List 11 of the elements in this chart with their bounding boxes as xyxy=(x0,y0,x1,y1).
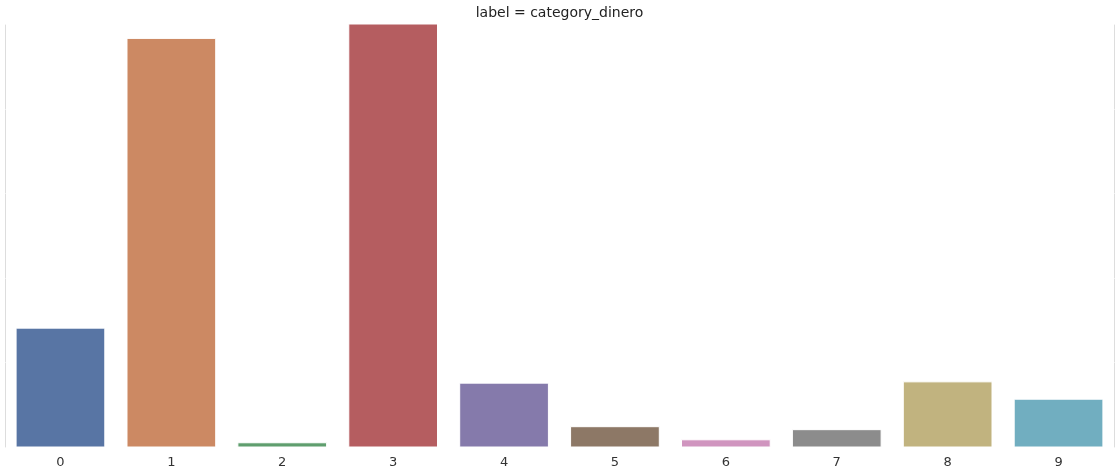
chart-title: label = category_dinero xyxy=(475,3,644,20)
x-tick-label: 0 xyxy=(56,453,65,469)
x-tick-label: 9 xyxy=(1054,453,1063,469)
x-tick-label: 7 xyxy=(832,453,841,469)
x-tick-label: 6 xyxy=(721,453,730,469)
x-tick-label: 4 xyxy=(499,453,509,469)
x-tick-label: 1 xyxy=(167,453,176,469)
x-tick-label: 3 xyxy=(389,453,398,469)
x-tick-label: 2 xyxy=(278,453,287,469)
x-tick-label: 5 xyxy=(610,453,620,469)
x-tick-label: 8 xyxy=(943,453,952,469)
